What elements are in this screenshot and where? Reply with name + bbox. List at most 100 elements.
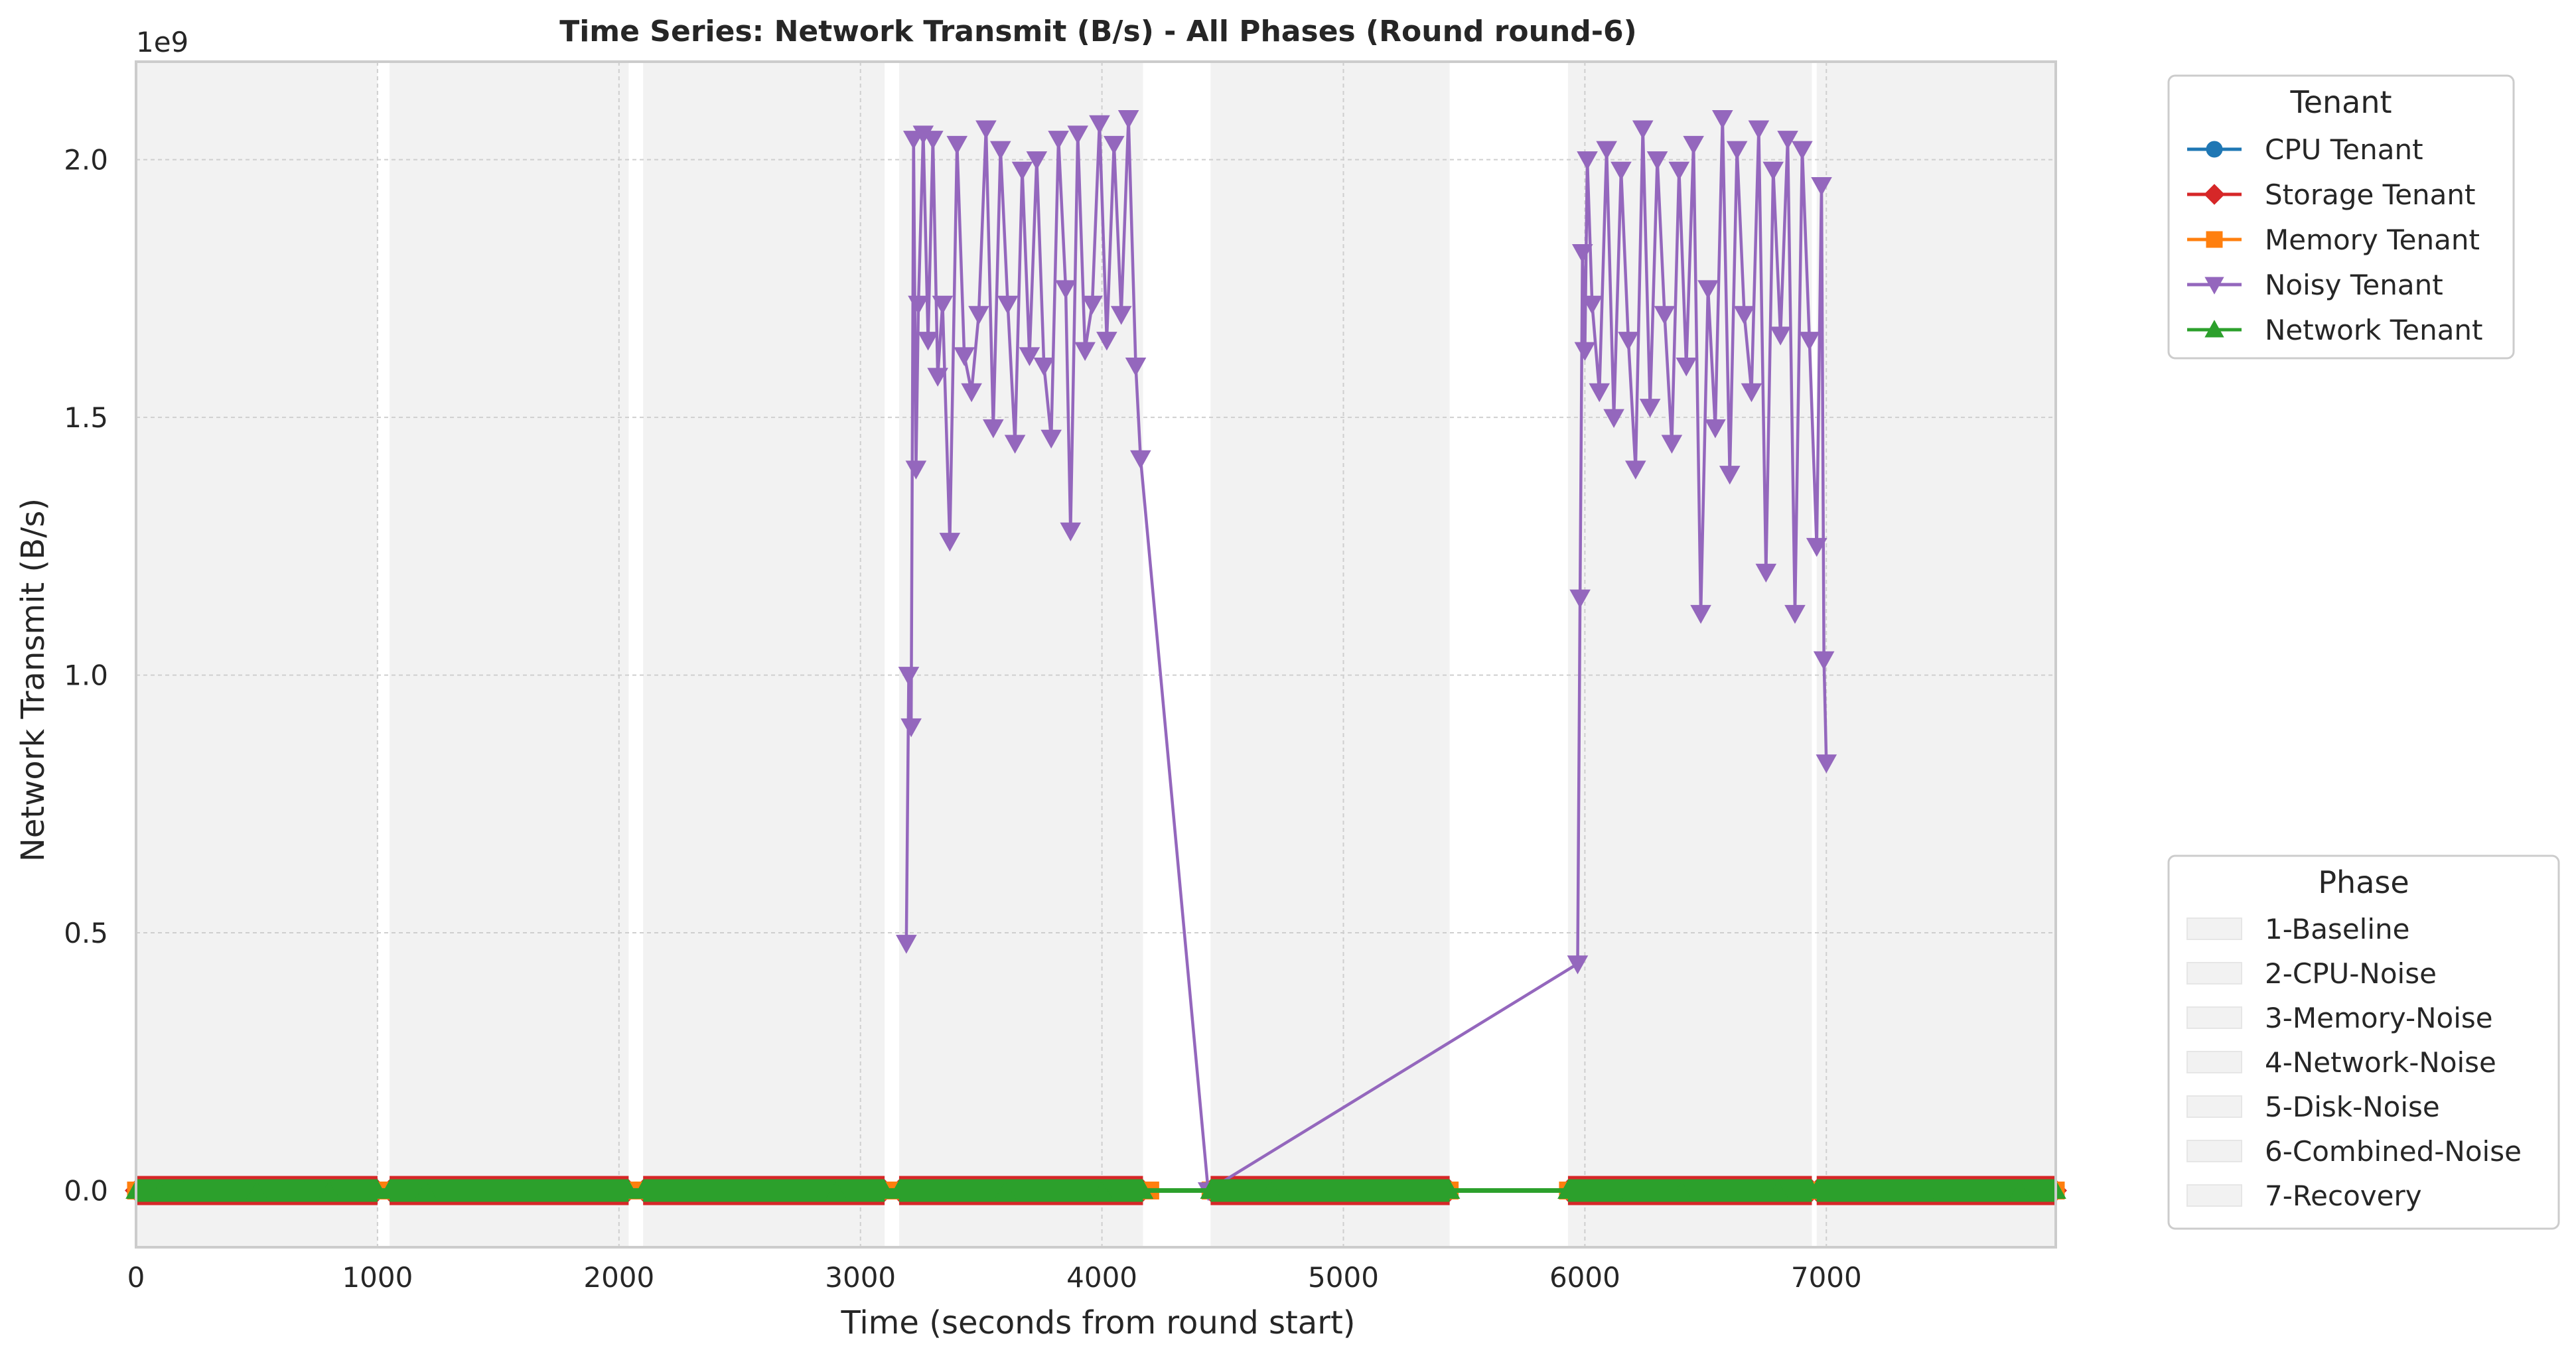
data-point-noisy-tenant xyxy=(1019,347,1040,366)
x-tick-label: 5000 xyxy=(1308,1261,1379,1294)
legend-marker xyxy=(2204,184,2225,205)
data-point-noisy-tenant xyxy=(1748,120,1770,139)
data-point-network-tenant xyxy=(777,1180,799,1199)
x-tick-label: 2000 xyxy=(583,1261,654,1294)
data-point-network-tenant xyxy=(463,1180,485,1199)
data-point-noisy-tenant xyxy=(961,383,982,403)
y-tick-label: 1.5 xyxy=(64,401,108,434)
legend-entry: CPU Tenant xyxy=(2187,133,2423,166)
data-point-noisy-tenant xyxy=(1618,332,1639,351)
legend-label: CPU Tenant xyxy=(2265,133,2423,166)
data-point-noisy-tenant xyxy=(1741,383,1762,403)
data-point-noisy-tenant xyxy=(1632,120,1654,139)
data-point-noisy-tenant xyxy=(1089,115,1110,135)
data-point-network-tenant xyxy=(1767,1180,1789,1199)
data-point-noisy-tenant xyxy=(1110,306,1132,325)
data-point-network-tenant xyxy=(1864,1180,1885,1199)
legend-marker xyxy=(2204,320,2224,338)
data-point-noisy-tenant xyxy=(922,131,944,150)
data-point-network-tenant xyxy=(995,1180,1016,1199)
data-point-network-tenant xyxy=(632,1180,654,1199)
plot-frame xyxy=(135,60,2057,1249)
data-point-network-tenant xyxy=(729,1180,751,1199)
data-point-noisy-tenant xyxy=(1806,537,1827,557)
legend-entry: 5-Disk-Noise xyxy=(2186,1091,2440,1123)
legend-entry: Memory Tenant xyxy=(2187,224,2480,256)
data-point-noisy-tenant xyxy=(1639,399,1661,418)
data-point-noisy-tenant xyxy=(905,460,927,480)
data-point-network-tenant xyxy=(222,1180,244,1199)
data-point-network-tenant xyxy=(825,1180,847,1199)
data-point-noisy-tenant xyxy=(1654,306,1676,325)
data-point-network-tenant xyxy=(560,1180,581,1199)
data-point-noisy-tenant xyxy=(900,718,922,738)
data-point-network-tenant xyxy=(415,1180,437,1199)
data-point-noisy-tenant xyxy=(1011,161,1033,181)
data-point-noisy-tenant xyxy=(1755,563,1777,583)
data-point-noisy-tenant xyxy=(896,935,917,954)
data-point-noisy-tenant xyxy=(1082,295,1103,315)
data-point-noisy-tenant xyxy=(1589,383,1610,403)
data-point-network-tenant xyxy=(294,1180,316,1199)
legend-swatch xyxy=(2186,1006,2242,1029)
data-point-network-tenant xyxy=(1557,1180,1579,1199)
data-point-noisy-tenant xyxy=(1567,955,1589,975)
data-point-noisy-tenant xyxy=(1813,651,1835,671)
legend-label: 7-Recovery xyxy=(2265,1180,2422,1212)
legend-marker xyxy=(2206,141,2223,158)
legend-label: Network Tenant xyxy=(2265,314,2483,346)
legend-swatch xyxy=(2186,1051,2242,1073)
data-point-noisy-tenant xyxy=(932,295,954,315)
data-point-noisy-tenant xyxy=(1799,332,1820,351)
y-offset-label: 1e9 xyxy=(136,26,188,58)
data-point-noisy-tenant xyxy=(946,135,968,155)
data-point-noisy-tenant xyxy=(1026,151,1048,170)
legend-swatch xyxy=(2186,1140,2242,1162)
legend-label: 4-Network-Noise xyxy=(2265,1046,2496,1079)
data-point-network-tenant xyxy=(149,1180,171,1199)
legend-label: Noisy Tenant xyxy=(2265,269,2443,301)
legend-entry: Noisy Tenant xyxy=(2187,269,2443,301)
data-point-network-tenant xyxy=(319,1180,340,1199)
legend-tenant-title: Tenant xyxy=(2289,84,2392,120)
data-point-noisy-tenant xyxy=(908,295,929,315)
legend-swatch xyxy=(2186,1184,2242,1207)
legend-entry: Network Tenant xyxy=(2187,314,2483,346)
data-point-noisy-tenant xyxy=(975,120,997,139)
data-point-noisy-tenant xyxy=(1048,131,1069,150)
data-point-noisy-tenant xyxy=(1577,151,1598,170)
data-point-noisy-tenant xyxy=(983,419,1004,439)
plot-area xyxy=(125,60,2067,1249)
data-point-noisy-tenant xyxy=(1096,332,1117,351)
series-noisy-tenant xyxy=(896,110,1837,1201)
data-point-noisy-tenant xyxy=(989,141,1011,161)
data-point-noisy-tenant xyxy=(1125,357,1147,377)
legend-label: Memory Tenant xyxy=(2265,224,2480,256)
y-tick-label: 0.0 xyxy=(64,1175,108,1207)
data-point-noisy-tenant xyxy=(1784,604,1806,624)
series-layer xyxy=(125,110,2067,1205)
data-point-noisy-tenant xyxy=(927,368,948,387)
data-point-noisy-tenant xyxy=(1596,141,1617,161)
data-point-noisy-tenant xyxy=(1661,435,1683,454)
data-point-network-tenant xyxy=(1719,1180,1741,1199)
data-point-noisy-tenant xyxy=(1130,450,1151,470)
data-point-noisy-tenant xyxy=(1719,466,1741,485)
x-axis-ticks: 0 1000 2000 3000 4000 5000 6000 7000 xyxy=(127,1261,1862,1294)
series-network-tenant xyxy=(125,1179,2066,1202)
legend-entry: 7-Recovery xyxy=(2186,1180,2422,1212)
data-point-network-tenant xyxy=(1132,1180,1154,1199)
x-tick-label: 1000 xyxy=(342,1261,413,1294)
data-point-network-tenant xyxy=(342,1180,364,1199)
data-point-network-tenant xyxy=(1806,1180,1827,1199)
data-point-noisy-tenant xyxy=(1060,522,1082,542)
data-point-network-tenant xyxy=(618,1180,640,1199)
data-point-noisy-tenant xyxy=(917,332,939,351)
data-point-noisy-tenant xyxy=(1571,244,1593,263)
data-point-network-tenant xyxy=(1357,1180,1378,1199)
data-point-noisy-tenant xyxy=(1074,342,1096,362)
data-point-noisy-tenant xyxy=(1625,460,1646,480)
series-marker-band-network-tenant xyxy=(643,1179,885,1202)
data-point-noisy-tenant xyxy=(1792,141,1813,161)
data-point-noisy-tenant xyxy=(1690,604,1711,624)
